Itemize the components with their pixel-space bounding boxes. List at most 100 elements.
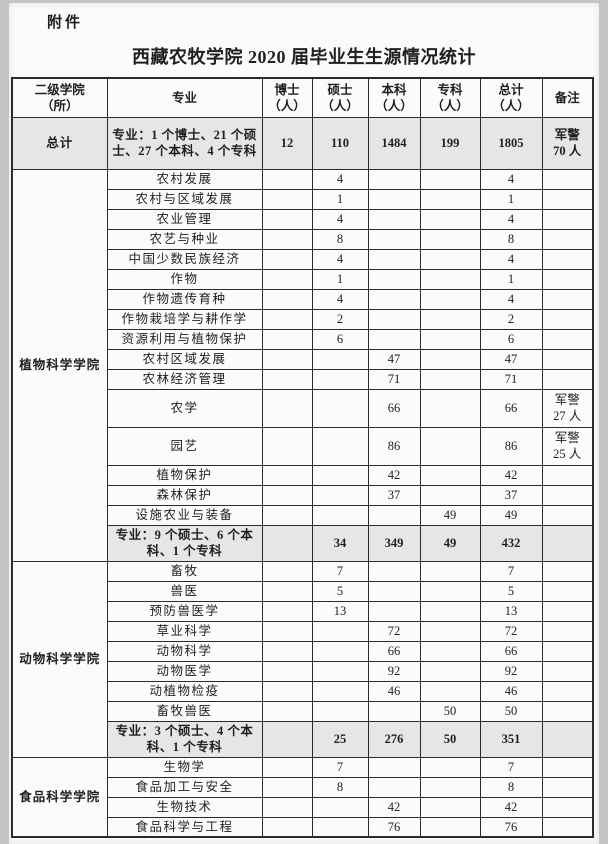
cell-master	[311, 680, 369, 702]
cell-bachelor: 42	[367, 796, 421, 818]
cell-bachelor: 1484	[367, 116, 421, 170]
table-body: 总计 专业：1 个博士、21 个硕士、27 个本科、4 个专科 12 110 1484 1…	[11, 116, 594, 838]
cell-master	[311, 464, 369, 486]
cell-bachelor: 76	[367, 816, 421, 838]
cell-doctor	[261, 464, 313, 486]
cell-total: 4	[479, 208, 543, 230]
section-summary-row: 专业：3 个硕士、4 个本科、1 个专科 25 276 50 351	[12, 720, 594, 758]
cell-major: 专业：9 个硕士、6 个本科、1 个专科	[106, 524, 263, 562]
cell-major: 专业：3 个硕士、4 个本科、1 个专科	[106, 720, 263, 758]
cell-master: 13	[311, 600, 369, 622]
cell-note	[541, 328, 594, 350]
major-row: 食品科学与工程 76 76	[12, 816, 594, 838]
major-row: 农村与区域发展 1 1	[12, 188, 594, 210]
cell-bachelor: 86	[367, 426, 421, 466]
cell-junior	[419, 328, 481, 350]
cell-junior: 50	[419, 700, 481, 722]
cell-bachelor: 276	[367, 720, 421, 758]
cell-bachelor	[367, 560, 421, 582]
cell-total: 42	[479, 464, 543, 486]
col-header-master: 硕士 （人）	[311, 77, 369, 118]
cell-note	[541, 816, 594, 838]
cell-total: 8	[479, 776, 543, 798]
cell-total: 66	[479, 640, 543, 662]
attachment-label: 附件	[47, 15, 84, 31]
cell-doctor	[261, 756, 313, 778]
cell-total: 71	[479, 368, 543, 390]
col-header-junior: 专科 （人）	[419, 77, 481, 118]
page-title: 西藏农牧学院 2020 届毕业生生源情况统计	[132, 47, 476, 67]
cell-master	[311, 368, 369, 390]
cell-junior	[419, 388, 481, 428]
cell-note	[541, 208, 594, 230]
cell-junior	[419, 796, 481, 818]
cell-total: 6	[479, 328, 543, 350]
cell-doctor	[261, 720, 313, 758]
major-row: 兽医 5 5	[12, 580, 594, 602]
cell-note	[541, 600, 594, 622]
cell-junior	[419, 188, 481, 210]
cell-total: 7	[479, 756, 543, 778]
cell-junior	[419, 640, 481, 662]
cell-college: 总计	[11, 116, 108, 170]
cell-master: 5	[311, 580, 369, 602]
cell-master: 1	[311, 188, 369, 210]
cell-bachelor	[367, 188, 421, 210]
cell-note	[541, 288, 594, 310]
cell-major: 森林保护	[106, 484, 263, 506]
cell-bachelor: 92	[367, 660, 421, 682]
major-row: 农学 66 66 军警 27 人	[12, 388, 594, 428]
cell-master	[311, 504, 369, 526]
major-row: 农业管理 4 4	[12, 208, 594, 230]
cell-doctor	[261, 228, 313, 250]
cell-bachelor	[367, 228, 421, 250]
cell-major: 畜牧兽医	[106, 700, 263, 722]
cell-major: 食品加工与安全	[106, 776, 263, 798]
col-header-major: 专业	[106, 77, 263, 118]
cell-master	[311, 660, 369, 682]
cell-major: 作物栽培学与耕作学	[106, 308, 263, 330]
cell-doctor	[261, 484, 313, 506]
cell-bachelor: 46	[367, 680, 421, 702]
major-row: 畜牧兽医 50 50	[12, 700, 594, 722]
cell-bachelor	[367, 700, 421, 722]
cell-note	[541, 680, 594, 702]
cell-note: 军警 27 人	[541, 388, 594, 428]
cell-major: 专业：1 个博士、21 个硕士、27 个本科、4 个专科	[106, 116, 263, 170]
cell-major: 农学	[106, 388, 263, 428]
cell-total: 50	[479, 700, 543, 722]
cell-note	[541, 308, 594, 330]
cell-bachelor	[367, 248, 421, 270]
cell-junior	[419, 600, 481, 622]
graduate-stats-table: 二级学院 （所） 专业 博士 （人） 硕士 （人） 本科 （人） 专科 （人） 总计 （人）…	[11, 77, 594, 838]
cell-total: 4	[479, 288, 543, 310]
cell-bachelor	[367, 168, 421, 190]
cell-junior: 49	[419, 524, 481, 562]
col-header-note: 备注	[541, 77, 594, 118]
cell-junior	[419, 464, 481, 486]
cell-junior	[419, 348, 481, 370]
cell-bachelor	[367, 756, 421, 778]
cell-junior: 199	[419, 116, 481, 170]
cell-junior	[419, 268, 481, 290]
cell-note	[541, 560, 594, 582]
cell-major: 设施农业与装备	[106, 504, 263, 526]
cell-junior	[419, 168, 481, 190]
cell-master	[311, 484, 369, 506]
cell-junior: 49	[419, 504, 481, 526]
cell-master: 4	[311, 288, 369, 310]
cell-note	[541, 580, 594, 602]
cell-total: 4	[479, 168, 543, 190]
cell-major: 作物	[106, 268, 263, 290]
cell-junior	[419, 756, 481, 778]
cell-major: 动物科学	[106, 640, 263, 662]
major-row: 中国少数民族经济 4 4	[12, 248, 594, 270]
major-row: 动植物检疫 46 46	[12, 680, 594, 702]
cell-junior	[419, 308, 481, 330]
cell-master: 4	[311, 248, 369, 270]
cell-doctor	[261, 796, 313, 818]
cell-major: 农村发展	[106, 168, 263, 190]
cell-note	[541, 228, 594, 250]
cell-total: 49	[479, 504, 543, 526]
section-summary-row: 专业：9 个硕士、6 个本科、1 个专科 34 349 49 432	[12, 524, 594, 562]
